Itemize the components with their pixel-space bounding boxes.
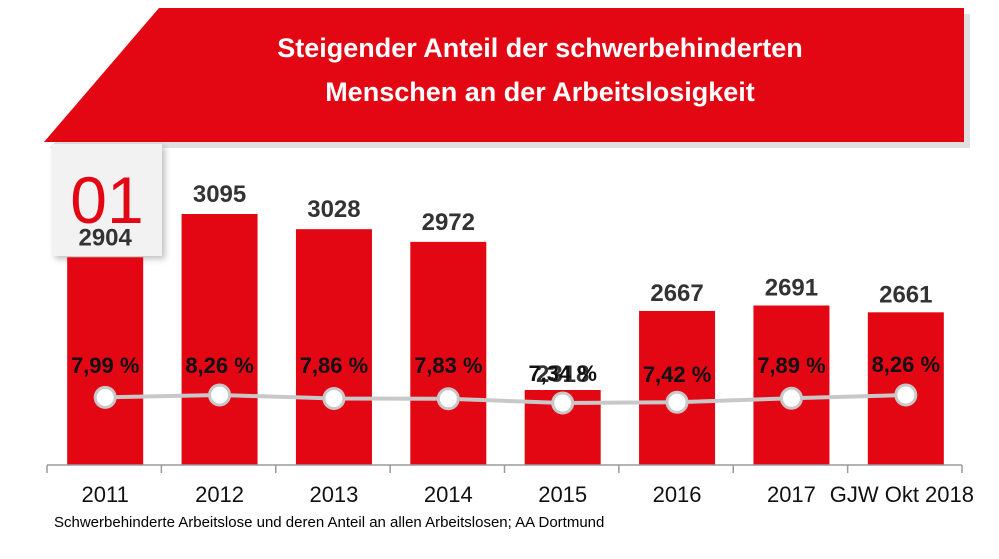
chart-title-line2: Menschen an der Arbeitslosigkeit [325, 77, 755, 107]
x-tick-label: 2012 [195, 482, 244, 507]
percentage-line [105, 392, 906, 406]
x-tick-label: 2013 [309, 482, 358, 507]
x-tick-label: 2015 [538, 482, 587, 507]
section-number-badge: 01 [52, 144, 162, 256]
percentage-point [551, 391, 575, 415]
bar-value-label: 3028 [307, 196, 360, 223]
percentage-label: 8,26 % [872, 352, 941, 377]
percentage-point [665, 390, 689, 414]
bar [67, 257, 144, 465]
percentage-point [93, 385, 117, 409]
percentage-label: 7,99 % [71, 353, 140, 378]
x-tick-label: 2017 [767, 482, 816, 507]
percentage-point [894, 383, 918, 407]
percentage-label: 7,83 % [414, 353, 483, 378]
x-tick-label: 2014 [424, 482, 473, 507]
percentage-point [436, 387, 460, 411]
percentage-label: 8,26 % [185, 353, 254, 378]
chart-title: Steigender Anteil der schwerbehinderten … [160, 26, 920, 114]
bar-value-label: 2691 [765, 275, 818, 302]
bar-value-label: 3095 [193, 181, 246, 208]
combo-chart: 2904 3095 3028 2972 2318 2667 2691 2661 7,99 % 8,… [46, 181, 974, 507]
bar-value-label: 2661 [879, 281, 932, 308]
x-tick-label: 2016 [653, 482, 702, 507]
bar [410, 241, 487, 465]
bar [753, 305, 830, 465]
percentage-label: 7,89 % [757, 353, 826, 378]
percentage-point [779, 386, 803, 410]
bar-value-label: 2972 [422, 209, 475, 236]
bar-value-label: 2667 [650, 280, 703, 307]
percentage-label: 7,86 % [300, 353, 369, 378]
bar-value-label: 2318 [536, 361, 589, 388]
header-banner [44, 8, 964, 142]
bar-value-label: 2904 [78, 224, 132, 251]
bar [295, 229, 372, 465]
percentage-label: 7,42 % [643, 362, 712, 387]
chart-title-line1: Steigender Anteil der schwerbehinderten [277, 33, 803, 63]
x-tick-label: 2011 [82, 482, 129, 507]
source-note: Schwerbehinderte Arbeitslose und deren A… [54, 514, 605, 531]
percentage-point [322, 386, 346, 410]
x-tick-label: GJW Okt 2018 [830, 482, 974, 507]
percentage-point [208, 383, 232, 407]
percentage-label: 7,34 % [528, 361, 597, 386]
bar [181, 214, 258, 465]
bar [639, 310, 716, 465]
